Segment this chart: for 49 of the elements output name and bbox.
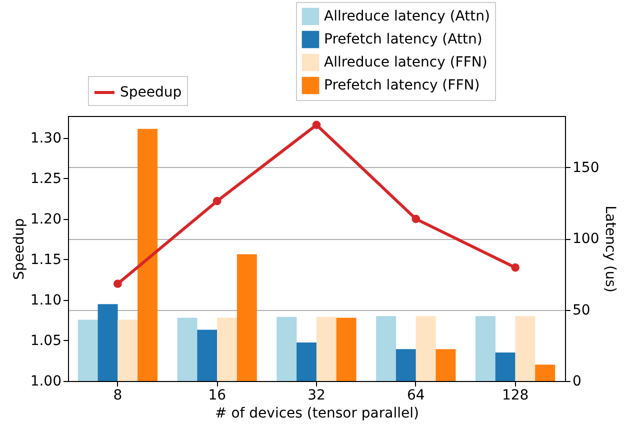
legend-label: Prefetch latency (Attn): [324, 32, 482, 48]
bar: [78, 320, 98, 381]
legend-label: Allreduce latency (FFN): [324, 54, 488, 70]
point: [114, 280, 122, 288]
bar: [296, 342, 317, 381]
y2-tick-label: 0: [572, 374, 582, 390]
point: [212, 196, 222, 206]
legend-label: Prefetch latency (FFN): [324, 78, 480, 94]
bar: [475, 316, 496, 381]
x-tick-label: 128: [502, 388, 529, 404]
point: [312, 120, 321, 130]
y-axis-title: Speedup: [11, 218, 28, 280]
bar: [236, 254, 257, 381]
bar: [197, 330, 218, 381]
y-tick-label: 1.20: [30, 211, 62, 228]
bar: [177, 318, 198, 381]
y2-tick-label: 150: [572, 160, 600, 176]
y-tick-label: 1.00: [30, 374, 62, 390]
bar: [376, 316, 396, 381]
legend-label: Speedup: [120, 84, 182, 100]
bar: [118, 320, 138, 381]
x-tick-label: 32: [308, 388, 326, 404]
y-tick-label: 1.25: [30, 170, 62, 187]
y-tick-label: 1.05: [30, 332, 62, 349]
bar: [535, 364, 556, 381]
bar: [138, 128, 158, 381]
y2-tick-label: 100: [572, 231, 600, 248]
bar: [316, 316, 336, 381]
y-tick-label: 1.15: [30, 252, 62, 268]
bar: [416, 316, 436, 381]
bar: [336, 318, 356, 381]
legend-label: Allreduce latency (Attn): [324, 8, 490, 24]
bar: [515, 316, 536, 381]
x-tick-label: 16: [208, 388, 226, 404]
bar: [495, 352, 516, 381]
bar: [276, 316, 297, 381]
bar: [436, 349, 456, 381]
point: [511, 263, 520, 272]
x-tick-label: 8: [113, 388, 122, 404]
y-tick-label: 1.30: [30, 130, 62, 146]
bar: [217, 318, 238, 381]
point: [412, 214, 420, 224]
x-axis-title: # of devices (tensor parallel): [215, 406, 419, 422]
bar: [396, 349, 416, 381]
x-tick-label: 64: [406, 388, 425, 404]
bar: [98, 304, 118, 381]
y-tick-label: 1.10: [30, 292, 62, 308]
y2-axis-title: Latency (us): [602, 206, 618, 292]
y2-tick-label: 50: [572, 302, 590, 318]
